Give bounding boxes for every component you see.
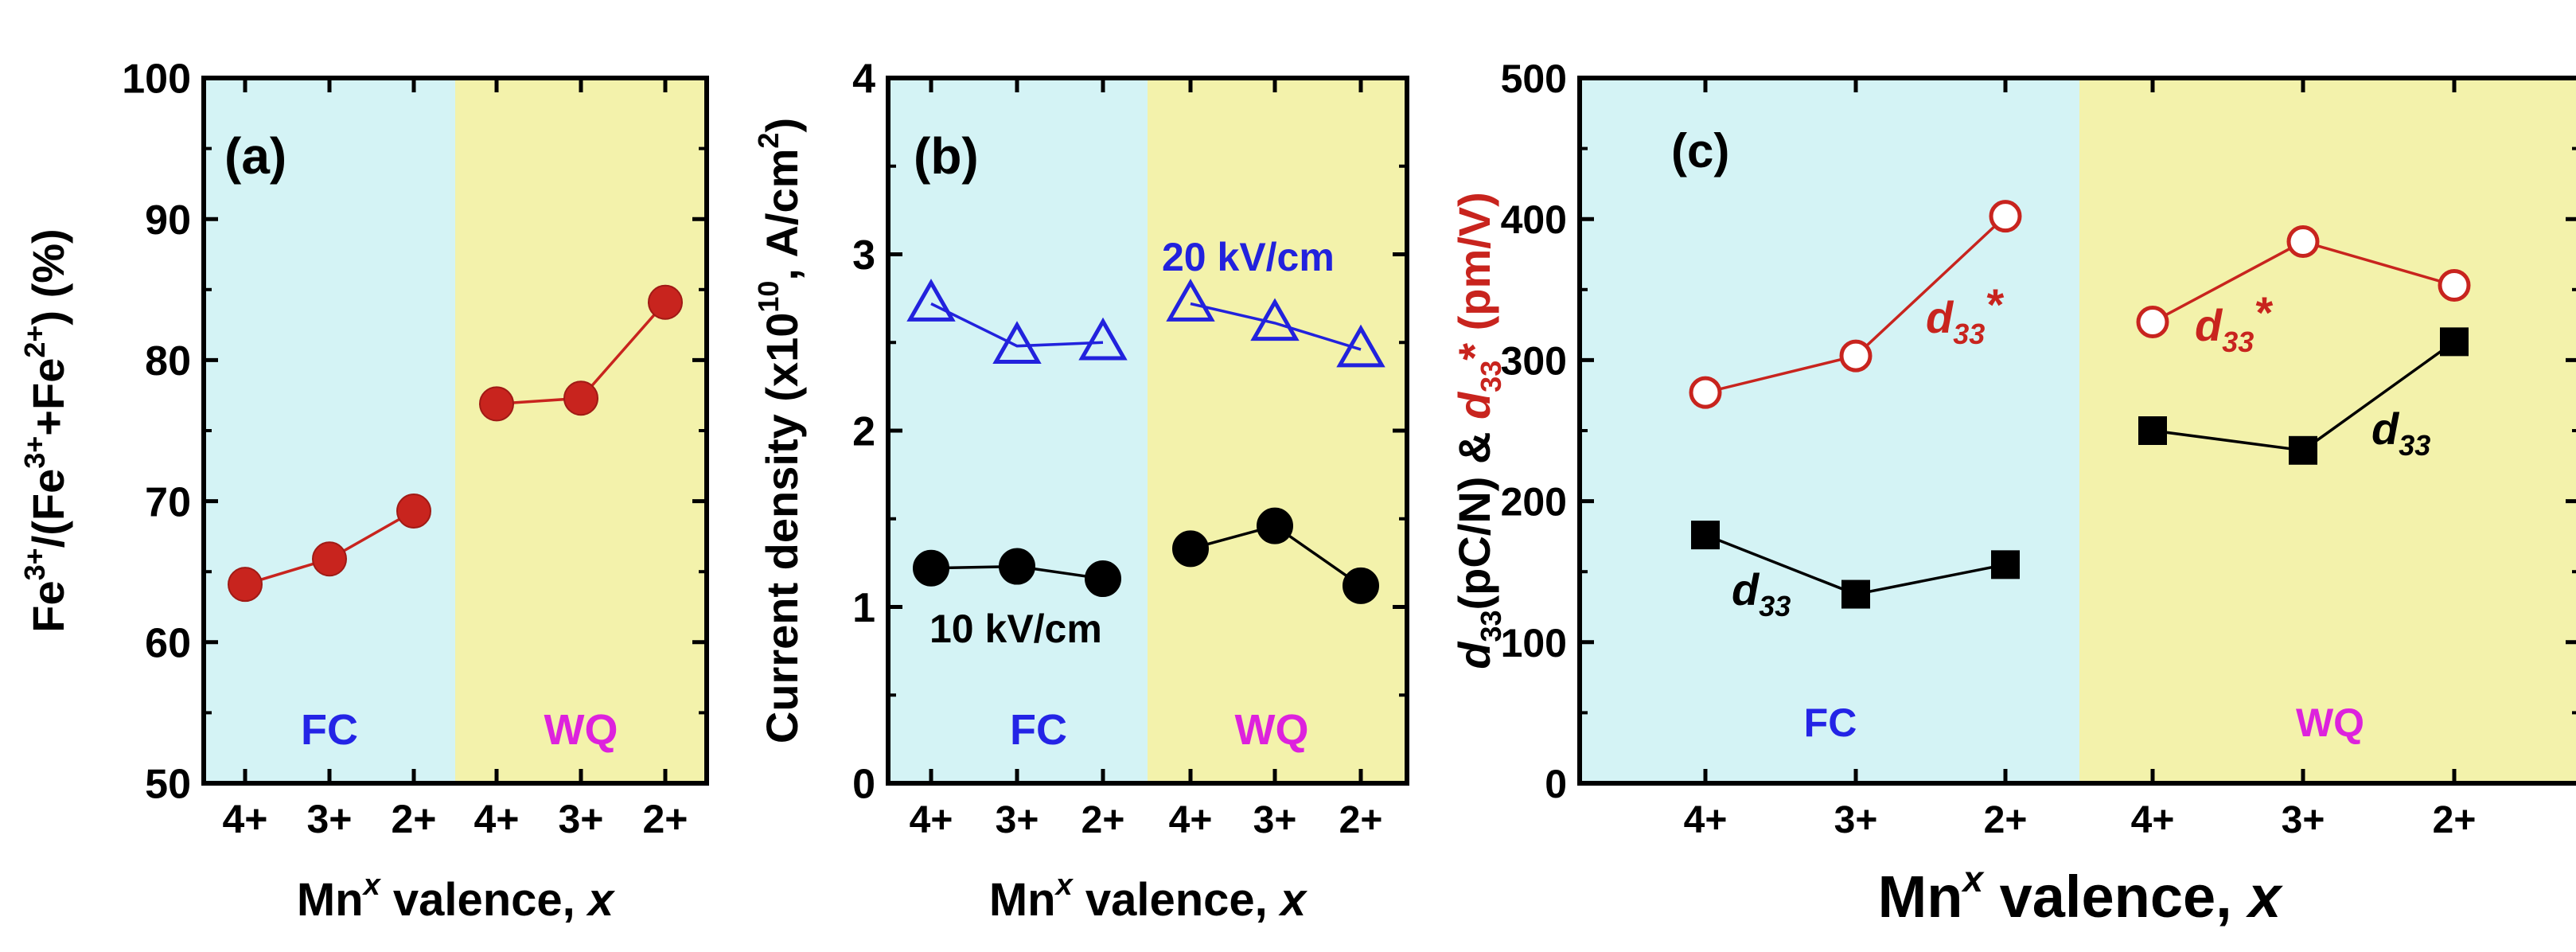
panel-b: 0 1 2 3 4 4+ 3+ 2+ 4+ 3+ 2+ (b) FC WQ 20 kV/cm 10 … (752, 57, 1409, 926)
panel-c-series-1-point (1991, 550, 2020, 579)
panel-b-series-1-point (913, 549, 949, 587)
panel-c-series-0-point (1989, 200, 2022, 233)
panel-c-series-1-point (2289, 435, 2317, 465)
panel-a-label: (a) (224, 127, 286, 185)
panel-b-xtick-label: 4+ (1169, 799, 1213, 841)
panel-c-label: (c) (1671, 124, 1729, 178)
panel-b-ytick-label: 3 (852, 232, 875, 279)
panel-a: 50 60 70 80 90 100 4+ 3+ 2+ 4+ 3+ 2+ (a) FC WQ Fe3+… (18, 57, 709, 926)
panel-b-series-0-point (1166, 279, 1215, 322)
panel-b-series-0-point (906, 279, 956, 322)
panel-c: 0 100 200 300 400 500 4+ 3+ 2+ 4+ 3+ 2+ (c) FC WQ d… (1449, 57, 2576, 930)
panel-b-series-1-point (1085, 560, 1121, 598)
panel-a-xtick-label: 4+ (474, 797, 519, 841)
panel-b-series-1-point (1172, 530, 1209, 568)
panel-a-xtick-label: 2+ (642, 797, 688, 841)
panel-b-ytick-label: 0 (852, 762, 875, 808)
panel-a-ytick-label: 50 (145, 762, 191, 808)
panel-c-series-1-point (2440, 327, 2469, 357)
panel-b-xtick-label: 3+ (1253, 799, 1297, 841)
panel-a-wq-region (455, 78, 707, 783)
panel-c-fc-region (1580, 78, 2079, 783)
panel-a-series-0-point (396, 494, 431, 529)
panel-b-series-20kv-label: 20 kV/cm (1162, 235, 1335, 279)
panel-b-xtick-label: 2+ (1081, 799, 1125, 841)
panel-b-wq-region (1148, 78, 1407, 783)
panel-a-wq-label: WQ (544, 706, 618, 754)
panel-b-series-1-point (1257, 507, 1293, 544)
panel-b-fc-label: FC (1010, 706, 1067, 754)
panel-c-series-0-point (1839, 339, 1873, 373)
panel-a-series-0-point (312, 541, 347, 577)
panel-c-series-1-point (1691, 521, 1720, 550)
panel-a-ytick-label: 60 (145, 621, 191, 667)
panel-c-ytick-label: 500 (1501, 57, 1567, 101)
panel-b-ytick-label: 2 (852, 409, 875, 455)
panel-a-xtick-label: 3+ (306, 797, 352, 841)
panel-b-series-0-point (1336, 324, 1385, 368)
panel-b-series-0-line (1190, 302, 1362, 351)
panel-c-ytick-label: 200 (1501, 480, 1567, 525)
panel-b-ylabel: Current density (x1010, A/cm2) (752, 118, 807, 743)
panel-a-marks (228, 284, 683, 603)
panel-a-ytick-label: 80 (145, 338, 191, 384)
panel-b-ytick-label: 4 (852, 57, 875, 103)
panel-a-ytick-label: 90 (145, 197, 191, 244)
panel-a-fc-label: FC (301, 706, 358, 754)
panel-c-series-1-point (2138, 416, 2167, 445)
panel-b-series-1-point (999, 548, 1035, 585)
panel-a-series-0-point (563, 380, 598, 416)
panel-c-xtick-label: 3+ (2282, 799, 2325, 841)
panel-c-axes: 0 100 200 300 400 500 4+ 3+ 2+ 4+ 3+ 2+ (1501, 57, 2576, 841)
panel-c-wq-label: WQ (2296, 700, 2364, 745)
panel-c-xtick-label: 4+ (2131, 799, 2175, 841)
panel-a-xtick-label: 2+ (391, 797, 436, 841)
panel-b-series-0-point (1078, 317, 1128, 361)
panel-a-xtick-label: 3+ (558, 797, 603, 841)
panel-b-series-10kv-label: 10 kV/cm (929, 607, 1102, 651)
panel-c-series-0-point (1689, 376, 1722, 409)
panel-a-series-0-point (479, 386, 514, 422)
panel-a-xtick-label: 4+ (222, 797, 267, 841)
panel-c-series-0-point (2438, 268, 2471, 302)
panel-b-marks (906, 279, 1385, 604)
panel-a-fc-region (204, 78, 455, 783)
panel-b-series-0-line (930, 302, 1104, 348)
panel-b-xtick-label: 4+ (910, 799, 953, 841)
panel-c-xtick-label: 2+ (1984, 799, 2028, 841)
panel-c-xtick-label: 4+ (1684, 799, 1728, 841)
panel-b-series-0-point (1250, 298, 1300, 341)
panel-c-fc-label: FC (1804, 700, 1857, 745)
panel-c-marks (1689, 200, 2471, 609)
panel-c-ytick-label: 300 (1501, 338, 1567, 383)
panel-c-xlabel: Mnx valence, x (1878, 858, 2284, 930)
panel-a-ytick-label: 100 (122, 57, 191, 103)
panel-b-xlabel: Mnx valence, x (989, 868, 1308, 926)
panel-c-xtick-label: 2+ (2433, 799, 2477, 841)
panel-a-ylabel: Fe3+/(Fe3++Fe2+) (%) (18, 228, 73, 632)
panel-b-series-0-point (992, 321, 1042, 364)
panel-c-series-0-point (2286, 225, 2320, 259)
panel-b-ytick-label: 1 (852, 585, 875, 631)
panel-b-series-1-point (1343, 567, 1379, 604)
panel-c-ytick-label: 100 (1501, 621, 1567, 665)
panel-b-xtick-label: 2+ (1339, 799, 1383, 841)
panel-c-ylabel: d33(pC/N) & d33* (pm/V) (1449, 192, 1507, 669)
panel-a-series-0-point (228, 567, 263, 603)
panel-c-ytick-label: 400 (1501, 197, 1567, 242)
panel-b-fc-region (888, 78, 1148, 783)
panel-a-series-0-point (648, 284, 683, 320)
panel-c-series-1-point (1841, 579, 1870, 609)
panel-c-xtick-label: 3+ (1834, 799, 1878, 841)
panel-b-wq-label: WQ (1235, 706, 1309, 754)
panel-a-axes: 50 60 70 80 90 100 4+ 3+ 2+ 4+ 3+ 2+ (122, 57, 707, 841)
panel-a-ytick-label: 70 (145, 479, 191, 525)
panel-c-series-0-point (2136, 306, 2169, 339)
panel-c-ytick-label: 0 (1545, 762, 1567, 806)
panel-b-label: (b) (914, 127, 979, 185)
panel-b-axes: 0 1 2 3 4 4+ 3+ 2+ 4+ 3+ 2+ (852, 57, 1407, 841)
panel-b-xtick-label: 3+ (996, 799, 1039, 841)
panel-a-xlabel: Mnx valence, x (297, 868, 616, 926)
